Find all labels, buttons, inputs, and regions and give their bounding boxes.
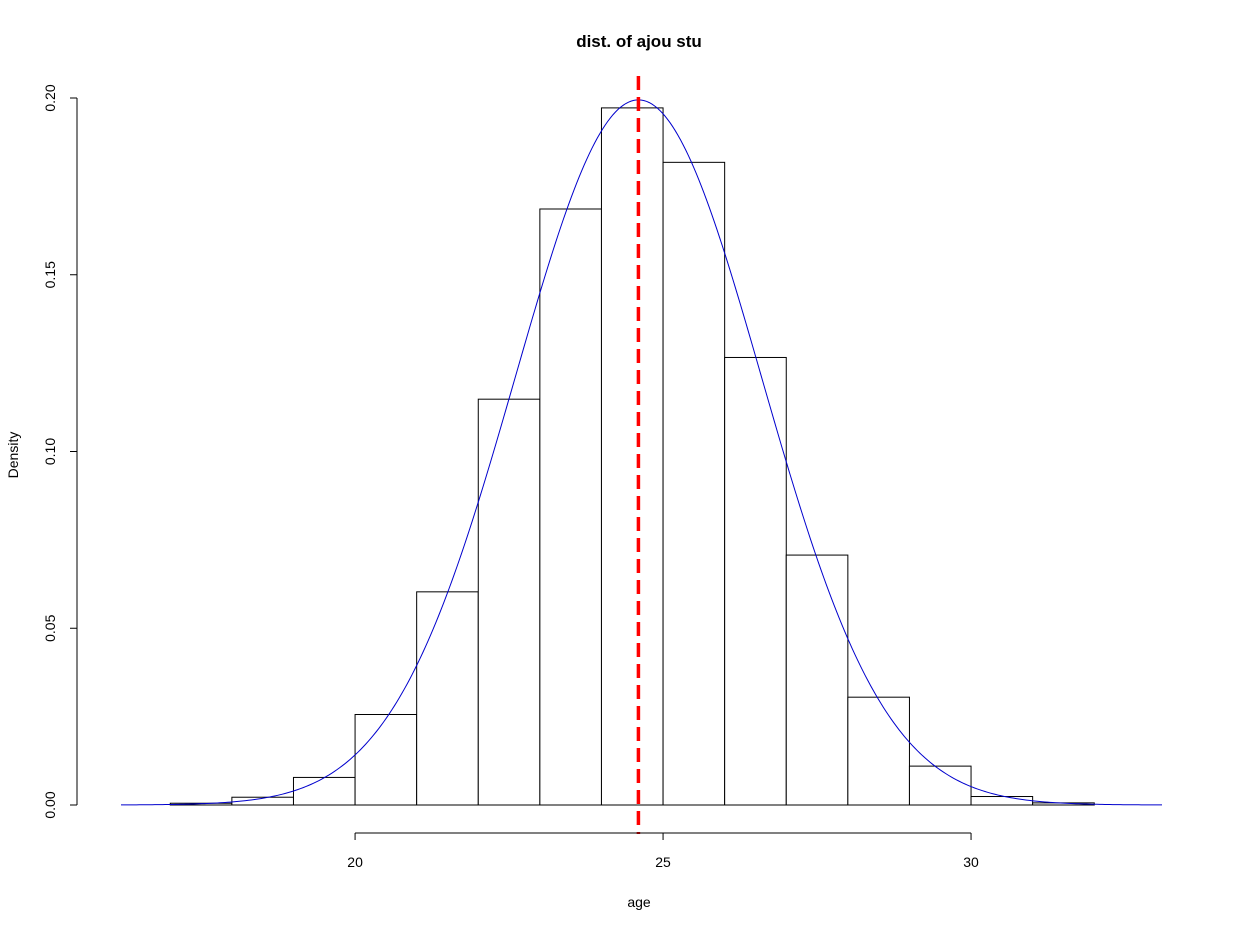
histogram-bar-4 (416, 591, 479, 806)
x-axis-label: age (627, 894, 651, 910)
y-axis: 0.00 0.05 0.10 0.15 0.20 (42, 84, 78, 819)
x-tick-label-0: 20 (347, 854, 363, 870)
histogram-bar-5 (477, 398, 541, 806)
x-axis: 20 25 30 (347, 832, 979, 870)
histogram-bars (169, 107, 1095, 806)
chart-title: dist. of ajou stu (576, 32, 702, 51)
histogram-bar-10 (785, 554, 849, 806)
density-curve-layer (120, 99, 1163, 806)
histogram-bar-7 (600, 107, 664, 806)
y-tick-label-0: 0.00 (42, 791, 58, 818)
histogram-bar-9 (724, 356, 787, 806)
histogram-bar-2 (292, 776, 356, 806)
x-tick-label-1: 25 (655, 854, 671, 870)
y-tick-label-2: 0.10 (42, 438, 58, 465)
y-tick-label-3: 0.15 (42, 261, 58, 288)
x-tick-label-2: 30 (963, 854, 979, 870)
y-tick-label-4: 0.20 (42, 84, 58, 111)
histogram-bar-13 (970, 796, 1034, 806)
histogram-bar-8 (662, 161, 726, 806)
histogram-bar-11 (847, 696, 910, 806)
y-axis-label: Density (5, 432, 21, 479)
y-tick-label-1: 0.05 (42, 614, 58, 641)
histogram-bar-6 (539, 208, 602, 806)
histogram-bar-3 (354, 714, 418, 806)
density-curve (120, 99, 1163, 806)
histogram-bar-12 (908, 765, 972, 806)
